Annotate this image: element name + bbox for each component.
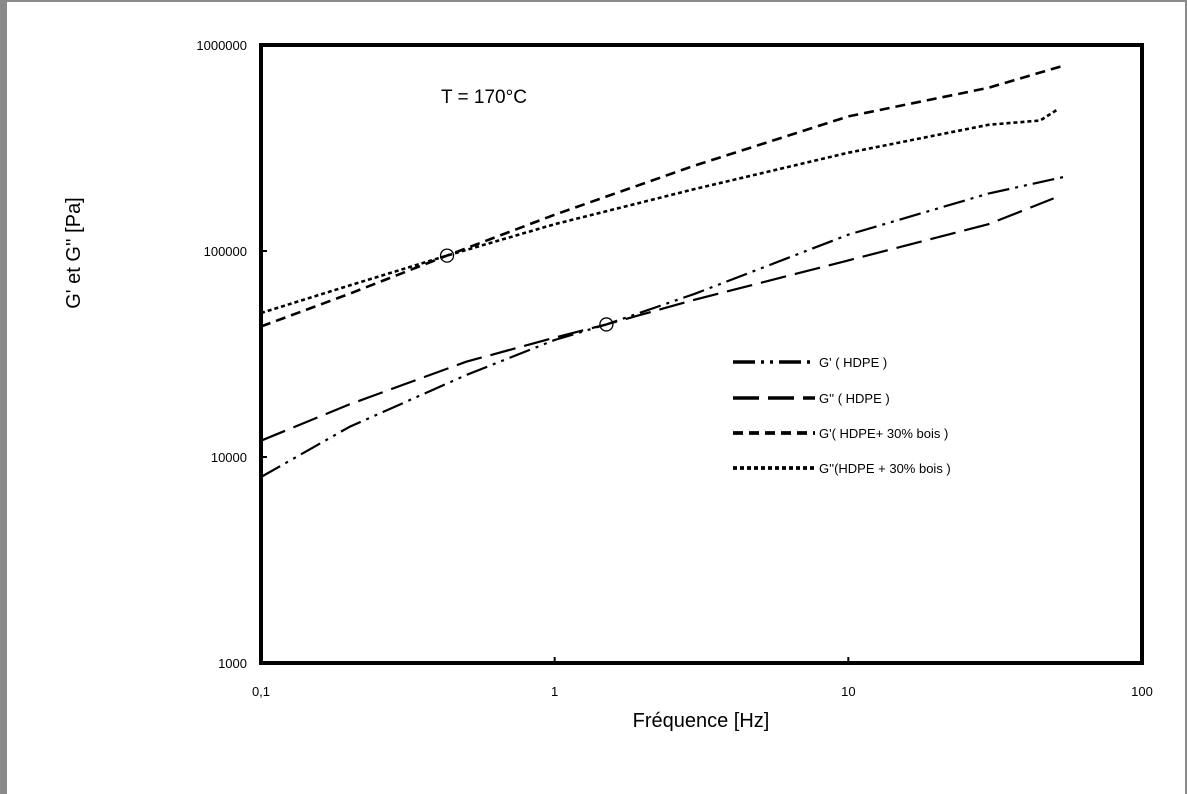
y-tick-label: 1000000: [196, 38, 247, 53]
series-line-3: [260, 63, 1067, 328]
y-tick-label: 10000: [211, 450, 247, 465]
crossover-marker-2: [599, 317, 614, 332]
x-tick-label: 1: [551, 684, 558, 699]
tick-layer: 0,1 1 10 100 1000 10000 100000 1000000: [196, 38, 1152, 699]
marker-layer: [439, 248, 614, 332]
y-axis-title: G' et G'' [Pa]: [63, 197, 85, 309]
frame-top-edge: [0, 0, 1187, 2]
legend-label-2: G'' ( HDPE ): [819, 391, 890, 406]
series-line-2: [260, 197, 1055, 442]
legend-label-3: G'( HDPE+ 30% bois ): [819, 426, 948, 441]
series-line-4: [260, 107, 1060, 315]
plot-area: [259, 43, 1144, 665]
legend-label-1: G' ( HDPE ): [819, 355, 887, 370]
legend: G' ( HDPE ) G'' ( HDPE ) G'( HDPE+ 30% boi…: [733, 355, 951, 476]
temperature-annotation: T = 170°C: [441, 87, 527, 108]
x-axis-title: Fréquence [Hz]: [633, 710, 770, 732]
y-tick-label: 100000: [204, 244, 247, 259]
y-tick-label: 1000: [218, 656, 247, 671]
frame-right-edge: [1185, 0, 1187, 794]
x-tick-label: 100: [1131, 684, 1153, 699]
frame-left-edge: [0, 0, 7, 794]
x-tick-label: 0,1: [252, 684, 270, 699]
plot-border: [259, 43, 1144, 665]
crossover-marker-1: [439, 248, 455, 263]
legend-label-4: G''(HDPE + 30% bois ): [819, 461, 951, 476]
x-tick-label: 10: [841, 684, 855, 699]
series-layer: [260, 63, 1067, 478]
